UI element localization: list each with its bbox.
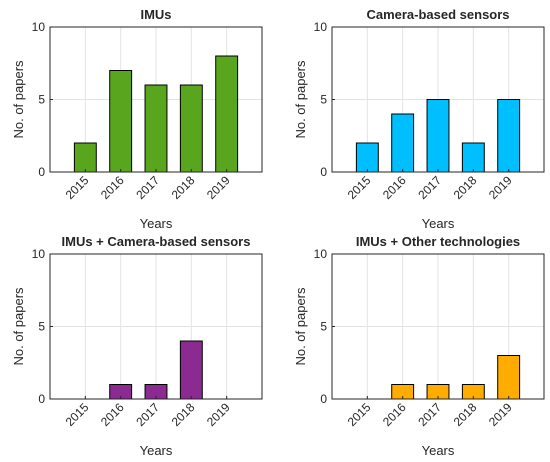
y-tick-label: 5 [38,93,45,107]
x-tick-label: 2016 [380,173,409,202]
y-tick-label: 10 [32,247,46,261]
y-tick-label: 0 [320,165,327,179]
y-axis-label: No. of papers [293,287,308,366]
y-tick-label: 5 [320,320,327,334]
bar-2018 [179,84,203,173]
bar-2019 [497,355,521,400]
chart-title: IMUs + Other technologies [356,234,520,249]
x-tick-label: 2017 [415,173,444,202]
bar-2017 [144,84,168,173]
x-tick-label: 2017 [415,400,444,429]
chart-title: IMUs + Camera-based sensors [62,234,251,249]
y-tick-label: 10 [314,20,328,34]
bar-2017 [426,99,450,173]
y-tick-label: 5 [38,320,45,334]
x-tick-label: 2018 [169,173,198,202]
bar-2019 [497,99,521,173]
bar-2018 [461,142,485,173]
bar-2018 [179,340,203,400]
x-axis-label: Years [140,443,173,458]
chart-panel-3: 0 5 10 2015 2016 2017 2018 2019 IMUs + Camera-ba… [11,234,263,458]
y-tick-label: 10 [314,247,328,261]
x-tick-label: 2018 [451,400,480,429]
x-tick-label: 2019 [204,400,233,429]
x-tick-label: 2016 [98,173,127,202]
y-tick-label: 0 [38,392,45,406]
y-axis-label: No. of papers [11,60,26,139]
y-axis-label: No. of papers [293,60,308,139]
chart-panel-4: 0 5 10 2015 2016 2017 2018 2019 IMUs + Other tec… [293,234,545,458]
x-tick-label: 2017 [133,173,162,202]
y-tick-label: 0 [38,165,45,179]
x-axis-label: Years [422,216,455,231]
chart-title: IMUs [140,7,171,22]
bar-2016 [109,70,133,173]
bar-2015 [355,142,379,173]
bar-2016 [391,113,415,173]
y-tick-label: 5 [320,93,327,107]
x-tick-label: 2015 [345,173,374,202]
x-axis-label: Years [422,443,455,458]
chart-panel-1: 0 5 10 2015 2016 2017 2018 2019 IMUs Years No. of … [11,7,263,231]
x-tick-label: 2019 [486,173,515,202]
x-tick-label: 2015 [63,173,92,202]
x-tick-label: 2015 [345,400,374,429]
x-tick-label: 2019 [204,173,233,202]
y-tick-label: 0 [320,392,327,406]
y-axis-label: No. of papers [11,287,26,366]
x-tick-label: 2018 [169,400,198,429]
x-axis-label: Years [140,216,173,231]
x-tick-label: 2015 [63,400,92,429]
chart-title: Camera-based sensors [366,7,509,22]
bar-2015 [73,142,97,173]
x-tick-label: 2016 [380,400,409,429]
y-tick-label: 10 [32,20,46,34]
x-tick-label: 2016 [98,400,127,429]
chart-panel-2: 0 5 10 2015 2016 2017 2018 2019 Camera-based sen… [293,7,545,231]
x-tick-label: 2019 [486,400,515,429]
x-tick-label: 2017 [133,400,162,429]
x-tick-label: 2018 [451,173,480,202]
bar-2019 [215,55,239,173]
